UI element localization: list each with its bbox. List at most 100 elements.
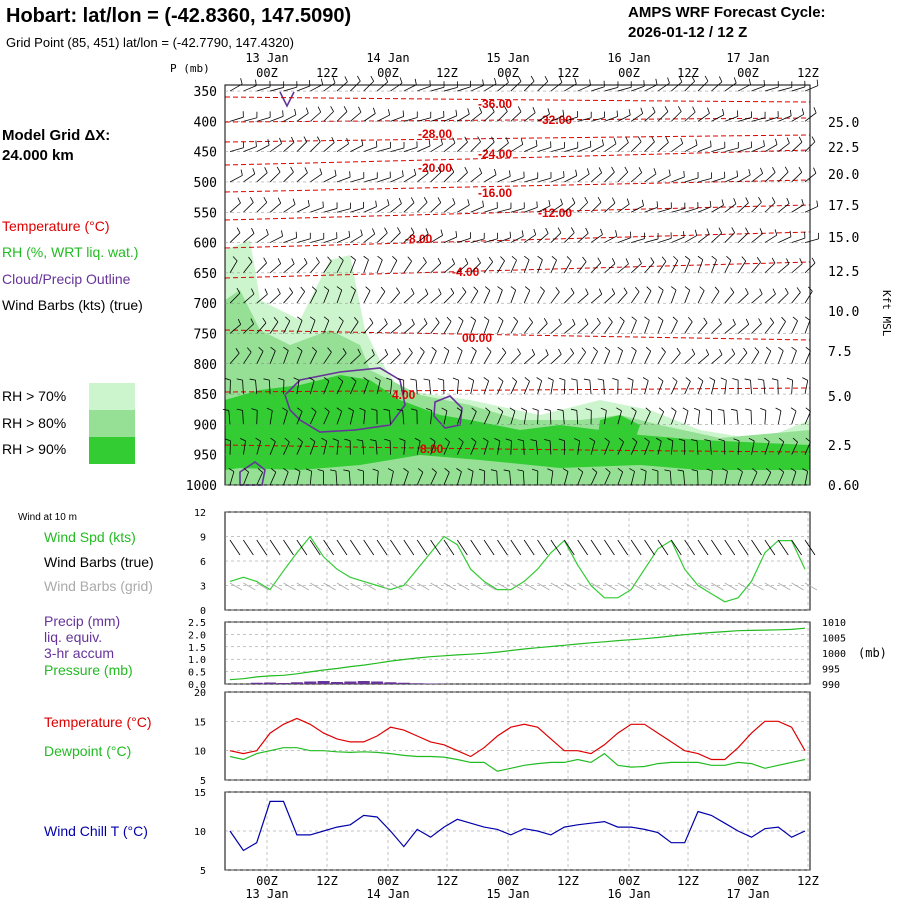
- wind-barb-feather: [644, 316, 650, 321]
- wind-barb: [791, 350, 797, 364]
- wind-barb-feather: [710, 140, 712, 147]
- wind-barb: [630, 350, 637, 364]
- wind-barb: [229, 175, 243, 183]
- rh-80-label: RH > 80%: [2, 415, 66, 431]
- wind-barb: [711, 232, 722, 243]
- wind-barb: [336, 320, 344, 334]
- wind-barb-feather: [467, 108, 470, 115]
- wind-barb: [590, 472, 598, 486]
- wind-barb-grid: [590, 582, 604, 591]
- wind-barb: [684, 80, 695, 92]
- time-tick-bottom: 00Z: [497, 874, 519, 888]
- rh-70-label: RH > 70%: [2, 388, 66, 404]
- wind-barb: [711, 354, 723, 365]
- wind-barb-feather: [375, 200, 377, 207]
- wind-barb-feather: [309, 437, 316, 442]
- wind-barb: [255, 380, 258, 395]
- wind-barb: [724, 260, 732, 274]
- wind-barb: [309, 351, 317, 364]
- wind-barb-feather: [566, 256, 572, 262]
- wind-barb: [510, 321, 519, 334]
- wind-barb: [671, 81, 683, 92]
- cloud-outline: [284, 367, 406, 433]
- wind-barb-feather: [730, 287, 735, 293]
- wind-barb-feather: [343, 469, 350, 472]
- wind-barb: [657, 82, 670, 92]
- y-tick-label: 0.5: [188, 668, 206, 679]
- wind-barb-feather: [387, 468, 394, 472]
- wind-barb-feather: [557, 408, 564, 411]
- wind-barb: [403, 84, 417, 92]
- wind-barb: [296, 112, 309, 122]
- wind-barb-feather: [677, 106, 682, 112]
- wind-barb: [697, 322, 708, 334]
- wind-barb-feather: [559, 76, 563, 83]
- wind-barb: [549, 440, 552, 455]
- time-tick-bottom: 00Z: [256, 874, 278, 888]
- wind-barb: [443, 292, 455, 304]
- wind-barb-feather: [399, 438, 406, 442]
- wind-barb: [564, 292, 575, 304]
- wind-barb-feather: [397, 378, 404, 381]
- wind-barb-feather: [577, 468, 584, 473]
- temperature-contour-label: 8.00: [420, 442, 444, 456]
- wind-barb: [684, 353, 696, 365]
- wind-barb: [456, 320, 464, 334]
- wind-barb-feather: [706, 228, 710, 235]
- panel-frame: [224, 511, 811, 611]
- wind-barb-grid: [804, 582, 818, 591]
- wind-barb-feather: [581, 347, 586, 353]
- wind-barb-feather: [321, 437, 327, 442]
- wind-barb-feather: [786, 377, 793, 381]
- wind-barb: [724, 324, 736, 334]
- wind-barb-feather: [438, 288, 442, 295]
- wind-barb-feather: [792, 316, 798, 322]
- wind-barb: [229, 232, 241, 243]
- wind-barb: [416, 323, 428, 334]
- wind-barb-feather: [482, 437, 489, 442]
- wind-barb-feather: [801, 108, 805, 115]
- y-tick-label: 2.5: [188, 618, 206, 629]
- wind-barb: [350, 80, 361, 92]
- wind-barb: [243, 85, 257, 92]
- wind-barb-feather: [484, 286, 491, 291]
- wind-barb-feather: [291, 258, 295, 265]
- wind-barb: [443, 203, 456, 213]
- wind-barb-feather: [757, 378, 764, 381]
- wind-barb: [390, 232, 401, 243]
- wind-barb-feather: [483, 316, 490, 321]
- wind-barb: [697, 112, 710, 122]
- wind-barb-feather: [704, 75, 709, 82]
- wind-barb-feather: [642, 377, 649, 381]
- page-title: Hobart: lat/lon = (-42.8360, 147.5090): [6, 5, 351, 27]
- wind-panel: 0 3 6 9 12: [194, 508, 818, 617]
- wind-barb: [617, 86, 632, 92]
- wind-barb: [711, 147, 725, 153]
- wind-barb-feather: [585, 288, 589, 295]
- pressure-tick-label: 500: [194, 176, 217, 191]
- wind-barb-feather: [297, 407, 303, 412]
- wind-barb: [309, 380, 315, 395]
- wind-barb: [535, 440, 538, 455]
- wind-barb-feather: [452, 197, 456, 204]
- wind-barb-feather: [792, 437, 798, 443]
- wind-barb: [751, 145, 765, 153]
- wind-barb: [711, 380, 716, 395]
- wind-barb: [269, 293, 281, 304]
- date-label-top: 17 Jan: [726, 51, 769, 65]
- wind-barb: [630, 113, 643, 122]
- wind-barb-feather: [356, 439, 363, 442]
- wind-barb-feather: [683, 231, 685, 238]
- wind-barb-feather: [485, 407, 491, 413]
- wind-barb-feather: [402, 170, 404, 177]
- wind-barb-feather: [494, 168, 497, 175]
- wind-barb-feather: [600, 228, 603, 235]
- wind-barb-feather: [601, 139, 604, 146]
- precip-label: Precip (mm): [44, 613, 120, 629]
- pressure-tick-label: 700: [194, 297, 217, 312]
- wind-barb-feather: [718, 76, 723, 83]
- wind-barb: [363, 146, 378, 153]
- kft-tick-label: 25.0: [828, 116, 859, 131]
- wind-barb-feather: [305, 107, 309, 114]
- wind-barb-feather: [691, 75, 696, 82]
